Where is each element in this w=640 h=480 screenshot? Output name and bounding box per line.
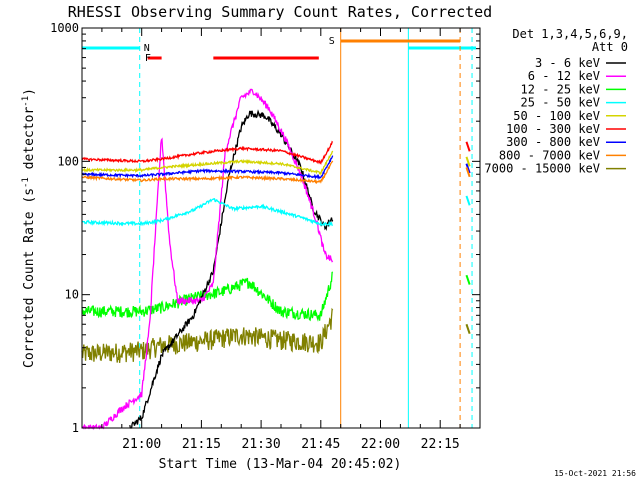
saa-flag-label: S [329,36,335,47]
series-50-100-kev-tail [465,156,471,167]
x-tick-label: 21:30 [242,437,281,452]
flare-flag-label: F [145,53,151,64]
series-800-7000-kev-tail [465,167,471,178]
series-3-6-kev [129,109,334,429]
y-axis-label: Corrected Count Rate (s-1 detector-1) [21,88,37,368]
series-300-800-kev-tail [465,163,471,174]
y-axis-label-sup2: -1 [21,96,31,107]
y-tick-label: 10 [65,288,79,302]
legend-header-line1: Det 1,3,4,5,6,9, [512,27,628,41]
legend-label: 800 - 7000 keV [499,148,600,162]
y-axis-label-end: ) [22,88,37,96]
y-axis-label-mid: detector [22,107,37,178]
y-axis-label-main: Corrected Count Rate (s [22,188,37,368]
x-tick-label: 21:15 [182,437,221,452]
series-100-300-kev [81,140,334,165]
series-12-25-kev [81,271,334,322]
x-axis-label: Start Time (13-Mar-04 20:45:02) [159,457,402,472]
legend-label: 100 - 300 keV [506,122,600,136]
legend-label: 50 - 100 keV [513,109,600,123]
legend-header-line2: Att 0 [592,40,628,54]
series-300-800-kev [81,155,334,180]
y-tick-label: 100 [57,154,79,168]
footer-date: 15-Oct-2021 21:56 [554,469,636,478]
x-tick-label: 21:45 [301,437,340,452]
series-25-50-kev-tail [465,195,471,206]
legend-label: 12 - 25 keV [521,82,600,96]
series-25-50-kev [81,198,334,228]
night-flag-label: N [144,43,150,54]
series-100-300-kev-tail [465,141,471,152]
legend-label: 25 - 50 keV [521,96,600,110]
y-axis-ticks: 1 10 100 1000 [50,21,480,435]
legend-label: 300 - 800 keV [506,135,600,149]
series-7000-15000-kev-tail [465,323,471,334]
plot-area: NF S [81,28,477,431]
x-tick-label: 21:00 [122,437,161,452]
y-axis-label-sup: -1 [21,177,31,188]
series-800-7000-kev [81,160,334,185]
legend-label: 3 - 6 keV [535,56,600,70]
x-tick-label: 22:15 [421,437,460,452]
chart-title: RHESSI Observing Summary Count Rates, Co… [68,3,492,21]
series-7000-15000-kev [81,307,334,363]
series-6-12-kev [81,88,334,431]
y-tick-label: 1000 [50,21,79,35]
legend-label: 7000 - 15000 keV [484,162,600,176]
x-axis-ticks: 21:00 21:15 21:30 21:45 22:00 22:15 [101,28,461,452]
plot-frame [81,27,481,429]
legend-label: 6 - 12 keV [528,69,600,83]
y-tick-label: 1 [72,421,79,435]
series-50-100-kev [81,150,334,176]
series-12-25-kev-tail [465,274,471,285]
x-tick-label: 22:00 [361,437,400,452]
